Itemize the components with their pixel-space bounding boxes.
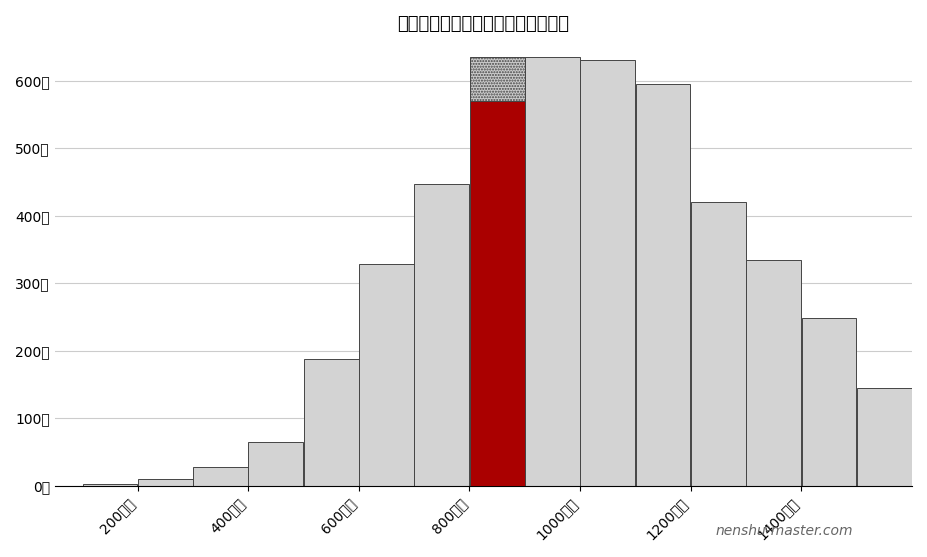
Bar <box>857 388 912 486</box>
Bar <box>193 467 248 486</box>
Text: nenshu-master.com: nenshu-master.com <box>716 524 853 538</box>
Bar <box>636 84 691 486</box>
Bar <box>525 57 579 486</box>
Bar <box>83 483 137 486</box>
Bar <box>691 202 746 486</box>
Bar <box>746 260 801 486</box>
Bar <box>248 442 303 486</box>
Bar <box>138 479 193 486</box>
Bar <box>304 359 359 486</box>
Bar <box>470 101 525 486</box>
Bar <box>470 57 525 101</box>
Bar <box>580 60 635 486</box>
Bar <box>359 264 413 486</box>
Bar <box>802 318 857 486</box>
Title: ミサワホーム中国の年収ポジション: ミサワホーム中国の年収ポジション <box>398 15 569 33</box>
Bar <box>414 184 469 486</box>
